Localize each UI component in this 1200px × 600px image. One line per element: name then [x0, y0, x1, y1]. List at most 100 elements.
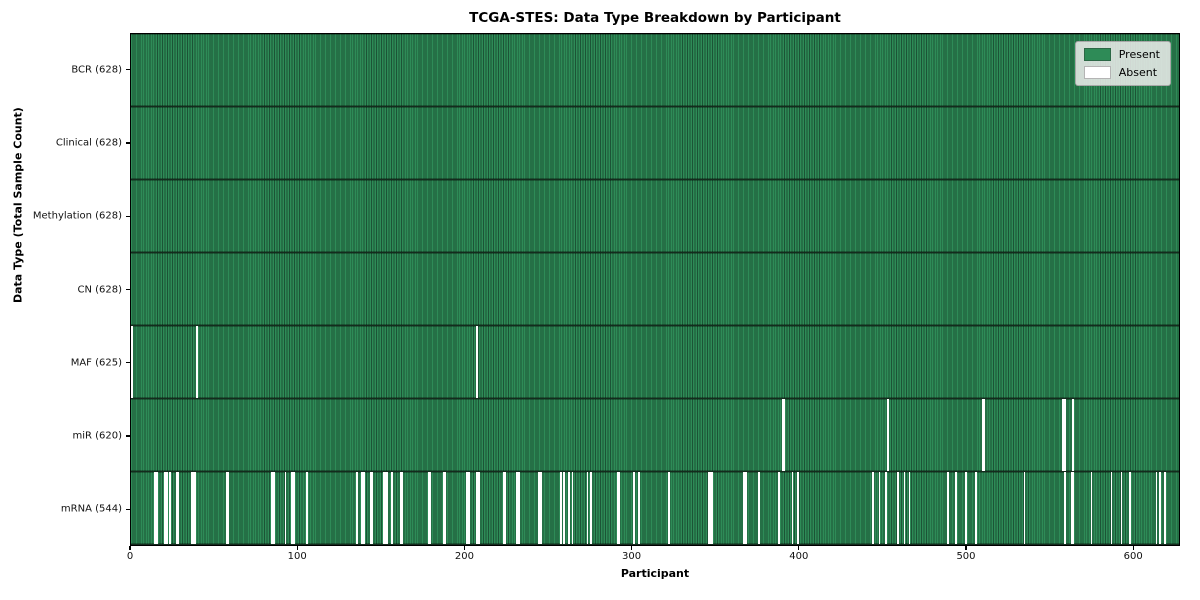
absent-mark: [871, 472, 874, 544]
legend-item-absent: Absent: [1083, 66, 1160, 79]
x-tick-mark: [798, 546, 800, 550]
y-tick-mark: [126, 362, 130, 364]
y-tick-mark: [126, 435, 130, 437]
x-tick-label: 200: [454, 551, 474, 562]
absent-mark: [783, 399, 786, 471]
absent-mark: [1120, 472, 1123, 544]
absent-mark: [291, 472, 293, 544]
absent-mark: [1072, 399, 1074, 471]
absent-mark: [638, 472, 640, 544]
heatmap-row-methylation: [131, 180, 1179, 253]
absent-mark: [1163, 472, 1166, 544]
absent-mark: [516, 472, 519, 544]
absent-mark: [1070, 472, 1073, 544]
heatmap-row-bcr: [131, 34, 1179, 107]
y-tick-mark: [126, 288, 130, 291]
absent-mark: [284, 472, 287, 544]
x-tick-mark: [965, 546, 967, 550]
absent-mark: [292, 472, 295, 544]
absent-mark: [947, 472, 949, 544]
absent-mark: [391, 472, 393, 544]
absent-mark: [586, 472, 589, 544]
x-tick-label: 300: [622, 551, 642, 562]
absent-mark: [227, 472, 230, 544]
absent-mark: [399, 472, 402, 544]
absent-mark: [878, 472, 881, 544]
legend-swatch-absent-icon: [1083, 66, 1111, 79]
absent-mark: [386, 472, 388, 544]
absent-mark: [758, 472, 761, 544]
absent-mark: [1062, 399, 1064, 471]
legend: Present Absent: [1074, 41, 1171, 86]
absent-mark: [965, 472, 968, 544]
absent-mark: [164, 472, 167, 544]
absent-mark: [384, 472, 387, 544]
absent-mark: [382, 472, 385, 544]
x-tick-label: 500: [956, 551, 976, 562]
legend-swatch-present-icon: [1083, 48, 1111, 61]
x-axis-label: Participant: [620, 567, 690, 580]
legend-item-present: Present: [1083, 48, 1160, 61]
legend-label-present: Present: [1118, 48, 1160, 61]
absent-mark: [781, 399, 784, 471]
absent-mark: [191, 472, 193, 544]
absent-mark: [401, 472, 403, 544]
x-tick-label: 400: [789, 551, 809, 562]
absent-mark: [559, 472, 562, 544]
absent-mark: [903, 472, 906, 544]
absent-mark: [633, 472, 635, 544]
absent-mark: [362, 472, 365, 544]
heatmap-row-mir: [131, 399, 1179, 472]
chart-title: TCGA-STES: Data Type Breakdown by Partic…: [469, 10, 841, 26]
absent-mark: [226, 472, 228, 544]
absent-mark: [1090, 472, 1093, 544]
x-tick-mark: [630, 546, 633, 550]
absent-mark: [616, 472, 619, 544]
absent-mark: [568, 472, 570, 544]
absent-mark: [166, 472, 168, 544]
absent-mark: [975, 472, 978, 544]
absent-mark: [710, 472, 712, 544]
absent-mark: [156, 472, 158, 544]
y-tick-label: miR (620): [72, 430, 122, 442]
legend-label-absent: Absent: [1118, 66, 1158, 79]
absent-mark: [272, 472, 275, 544]
absent-mark: [154, 472, 157, 544]
absent-mark: [466, 472, 469, 544]
absent-mark: [192, 472, 195, 544]
heatmap-row-cn: [131, 253, 1179, 326]
y-tick-label: Clinical (628): [55, 137, 122, 149]
absent-mark: [1158, 472, 1161, 544]
x-tick-label: 600: [1123, 551, 1143, 562]
x-tick-mark: [296, 546, 298, 550]
heatmap-row-maf: [131, 326, 1179, 399]
absent-mark: [885, 472, 887, 544]
absent-mark: [176, 472, 178, 544]
absent-mark: [983, 399, 986, 471]
y-tick-label: Methylation (628): [32, 210, 122, 222]
absent-mark: [428, 472, 430, 544]
absent-mark: [711, 472, 714, 544]
y-tick-mark: [126, 142, 130, 144]
absent-mark: [476, 326, 479, 398]
absent-mark: [443, 472, 445, 544]
absent-mark: [589, 472, 592, 544]
heatmap-row-clinical: [131, 107, 1179, 180]
absent-mark: [1063, 399, 1066, 471]
absent-mark: [743, 472, 746, 544]
absent-mark: [538, 472, 540, 544]
absent-mark: [618, 472, 620, 544]
absent-mark: [539, 472, 542, 544]
plot-area: Present Absent: [130, 33, 1180, 546]
absent-mark: [571, 472, 574, 544]
absent-mark: [371, 472, 373, 544]
absent-mark: [429, 472, 432, 544]
heatmap-row-mrna: [131, 472, 1179, 545]
absent-mark: [982, 399, 984, 471]
absent-mark: [796, 472, 799, 544]
absent-mark: [1023, 472, 1026, 544]
x-tick-mark: [1132, 546, 1134, 550]
absent-mark: [468, 472, 470, 544]
absent-mark: [306, 472, 308, 544]
